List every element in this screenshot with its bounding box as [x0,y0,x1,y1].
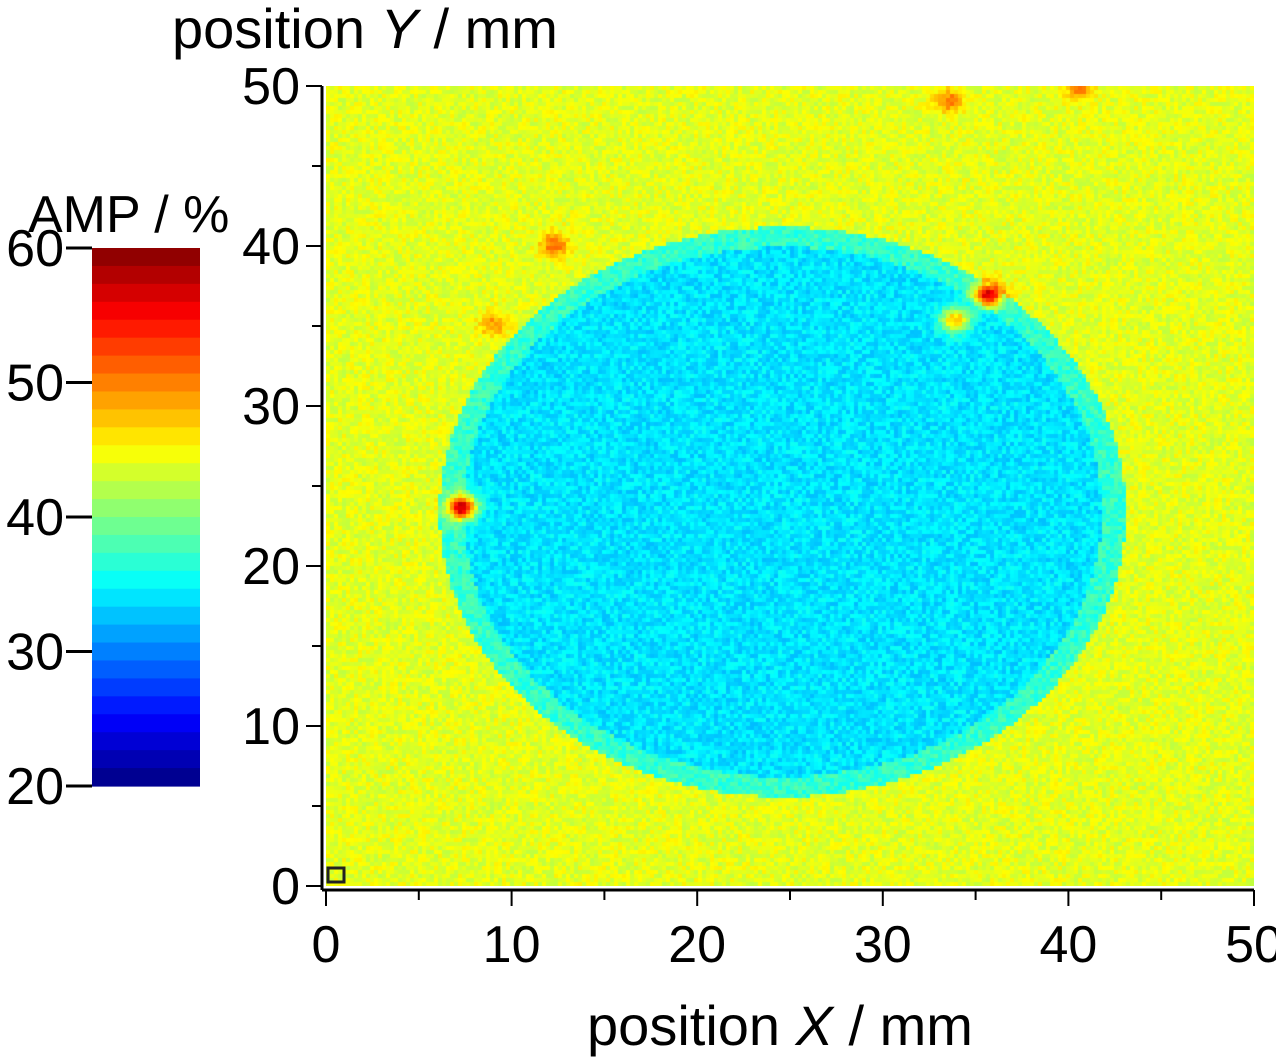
colorbar-swatch [92,265,200,285]
colorbar-swatch [92,337,200,357]
colorbar-swatch [92,696,200,715]
x-tick-label: 20 [668,916,726,974]
colorbar-swatch [92,355,200,375]
colorbar-swatch [92,678,200,697]
colorbar-swatch [92,624,200,644]
colorbar-swatch [92,283,200,303]
y-tick-label: 20 [242,538,300,596]
y-axis-title: position Y / mm [172,0,558,60]
colorbar-swatch [92,481,200,500]
y-tick-label: 40 [242,218,300,276]
colorbar-swatch [92,463,200,482]
y-tick-label: 10 [242,698,300,756]
colorbar-swatch [92,517,200,536]
colorbar-swatch [92,588,200,608]
colorbar-tick-label: 30 [6,624,64,682]
x-axis-title: position X / mm [587,994,973,1057]
colorbar-tick-label: 50 [6,355,64,413]
x-tick-label: 10 [483,916,541,974]
colorbar-swatch [92,642,200,662]
colorbar-swatch [92,445,200,464]
colorbar-swatch [92,499,200,518]
colorbar-swatch [92,427,200,446]
x-tick-label: 30 [854,916,912,974]
colorbar-swatch [92,248,200,267]
axes: 0 10 20 30 40 50 0 10 20 30 40 50 [242,58,1276,974]
colorbar-swatch [92,373,200,393]
colorbar-title: AMP / % [28,186,229,244]
colorbar-swatch [92,391,200,410]
colorbar-swatch [92,301,200,321]
colorbar-swatch [92,606,200,626]
y-tick-label: 30 [242,378,300,436]
colorbar-swatch [92,660,200,679]
colorbar: 20 30 40 50 60 [6,220,200,816]
x-tick-label: 40 [1039,916,1097,974]
colorbar-tick-label: 60 [6,220,64,278]
colorbar-swatch [92,732,200,751]
colorbar-tick-label: 40 [6,489,64,547]
colorbar-swatch [92,409,200,428]
colorbar-swatch [92,552,200,572]
heatmap-plot-area [326,86,1254,886]
colorbar-swatch [92,750,200,769]
y-tick-label: 50 [242,58,300,116]
colorbar-swatch [92,534,200,554]
x-tick-label: 0 [312,916,341,974]
colorbar-tick-label: 20 [6,758,64,816]
colorbar-swatch [92,768,200,787]
y-tick-label: 0 [271,858,300,916]
colorbar-swatch [92,570,200,590]
colorbar-swatch [92,714,200,733]
origin-marker [326,866,346,884]
colorbar-swatch [92,319,200,339]
x-tick-label: 50 [1225,916,1276,974]
